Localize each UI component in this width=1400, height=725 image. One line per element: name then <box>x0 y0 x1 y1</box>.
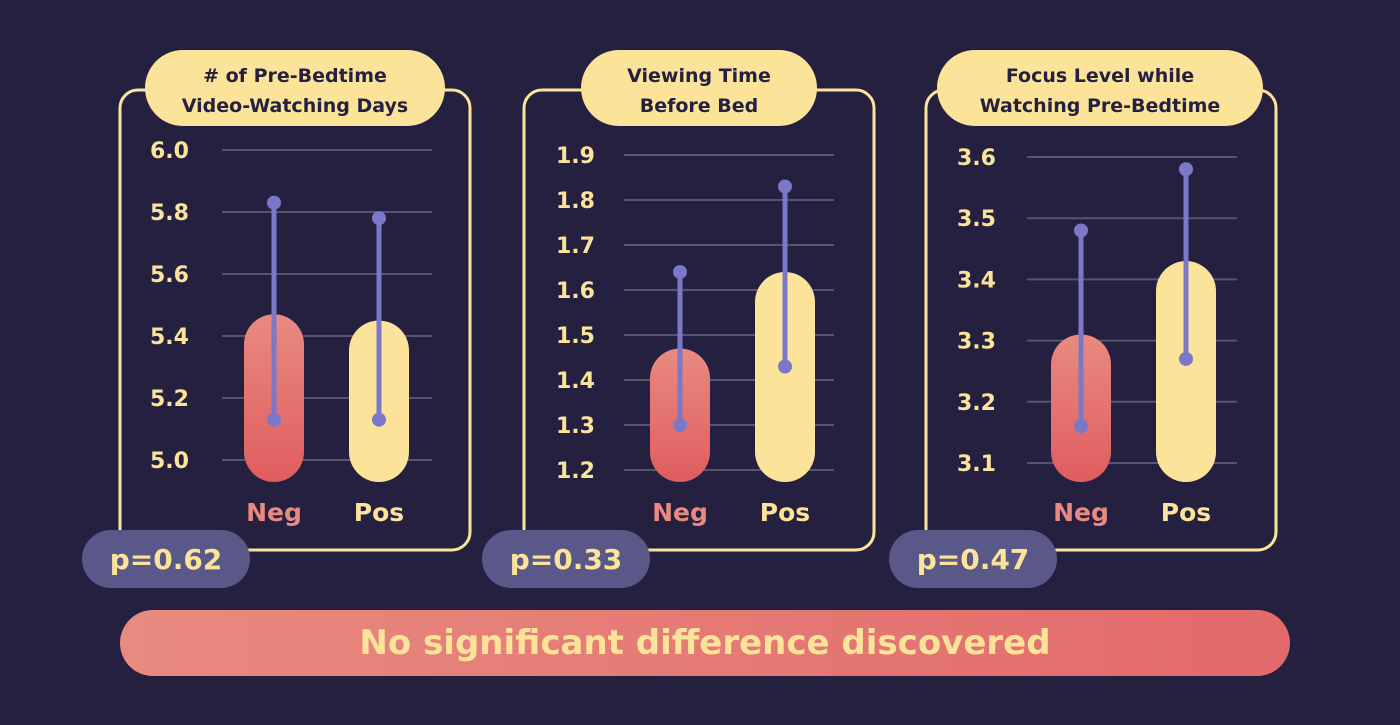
error-bar-cap <box>1179 162 1193 177</box>
bar-pos <box>755 272 815 482</box>
category-label: Neg <box>652 498 708 527</box>
conclusion-banner: No significant difference discovered <box>120 610 1290 676</box>
p-value-label: p=0.47 <box>917 543 1030 576</box>
p-value-pill <box>482 530 650 588</box>
category-label: Pos <box>354 498 404 527</box>
p-value-label: p=0.62 <box>110 543 223 576</box>
chart-title-pill <box>145 50 445 126</box>
y-tick-label: 1.4 <box>556 369 595 394</box>
error-bar-cap <box>673 418 687 432</box>
error-bar-cap <box>267 195 281 210</box>
y-tick-label: 5.0 <box>150 449 189 474</box>
chart-title-line: Watching Pre-Bedtime <box>980 95 1221 117</box>
category-label: Neg <box>246 498 302 527</box>
p-value-pill <box>82 530 250 588</box>
y-tick-label: 3.5 <box>957 207 996 232</box>
category-label: Pos <box>760 498 810 527</box>
error-bar-cap <box>778 179 792 194</box>
category-label: Neg <box>1053 498 1109 527</box>
error-bar-cap <box>372 211 386 226</box>
error-bar-cap <box>778 359 792 374</box>
y-tick-label: 5.4 <box>150 325 189 350</box>
category-label: Pos <box>1161 498 1211 527</box>
bar-pos <box>1156 261 1216 482</box>
y-tick-label: 3.6 <box>957 146 996 171</box>
y-tick-label: 5.2 <box>150 387 189 412</box>
chart-title-line: # of Pre-Bedtime <box>203 65 387 87</box>
y-tick-label: 1.5 <box>556 324 595 349</box>
y-tick-label: 1.9 <box>556 144 595 169</box>
y-tick-label: 3.3 <box>957 330 996 355</box>
chart-title-pill <box>581 50 817 126</box>
chart-title-line: Focus Level while <box>1006 65 1194 87</box>
error-bar-cap <box>673 265 687 279</box>
error-bar-cap <box>1074 223 1088 238</box>
y-tick-label: 1.8 <box>556 189 595 214</box>
y-tick-label: 1.6 <box>556 279 595 304</box>
chart-panel-2: Viewing Time Before Bed 1.9 1.8 1.7 1.6 1.5 1.4… <box>482 50 876 588</box>
conclusion-text: No significant difference discovered <box>359 623 1051 663</box>
chart-title-pill <box>937 50 1263 126</box>
y-tick-label: 3.1 <box>957 452 996 477</box>
p-value-label: p=0.33 <box>510 543 623 576</box>
y-tick-label: 6.0 <box>150 139 189 164</box>
chart-panel-1: # of Pre-Bedtime Video-Watching Days 6.0 5.… <box>82 50 472 588</box>
y-tick-label: 3.2 <box>957 391 996 416</box>
y-tick-label: 1.3 <box>556 414 595 439</box>
chart-title-line: Video-Watching Days <box>182 95 408 117</box>
error-bar-cap <box>1179 351 1193 366</box>
y-tick-label: 1.2 <box>556 459 595 484</box>
chart-title-line: Before Bed <box>640 95 759 117</box>
chart-title-line: Viewing Time <box>627 65 771 87</box>
y-tick-label: 5.6 <box>150 263 189 288</box>
y-tick-label: 3.4 <box>957 268 996 293</box>
y-tick-label: 1.7 <box>556 234 595 259</box>
p-value-pill <box>889 530 1057 588</box>
error-bar-cap <box>267 412 281 427</box>
y-tick-label: 5.8 <box>150 201 189 226</box>
chart-panel-3: Focus Level while Watching Pre-Bedtime 3.6… <box>889 50 1278 588</box>
error-bar-cap <box>372 412 386 427</box>
error-bar-cap <box>1074 419 1088 434</box>
